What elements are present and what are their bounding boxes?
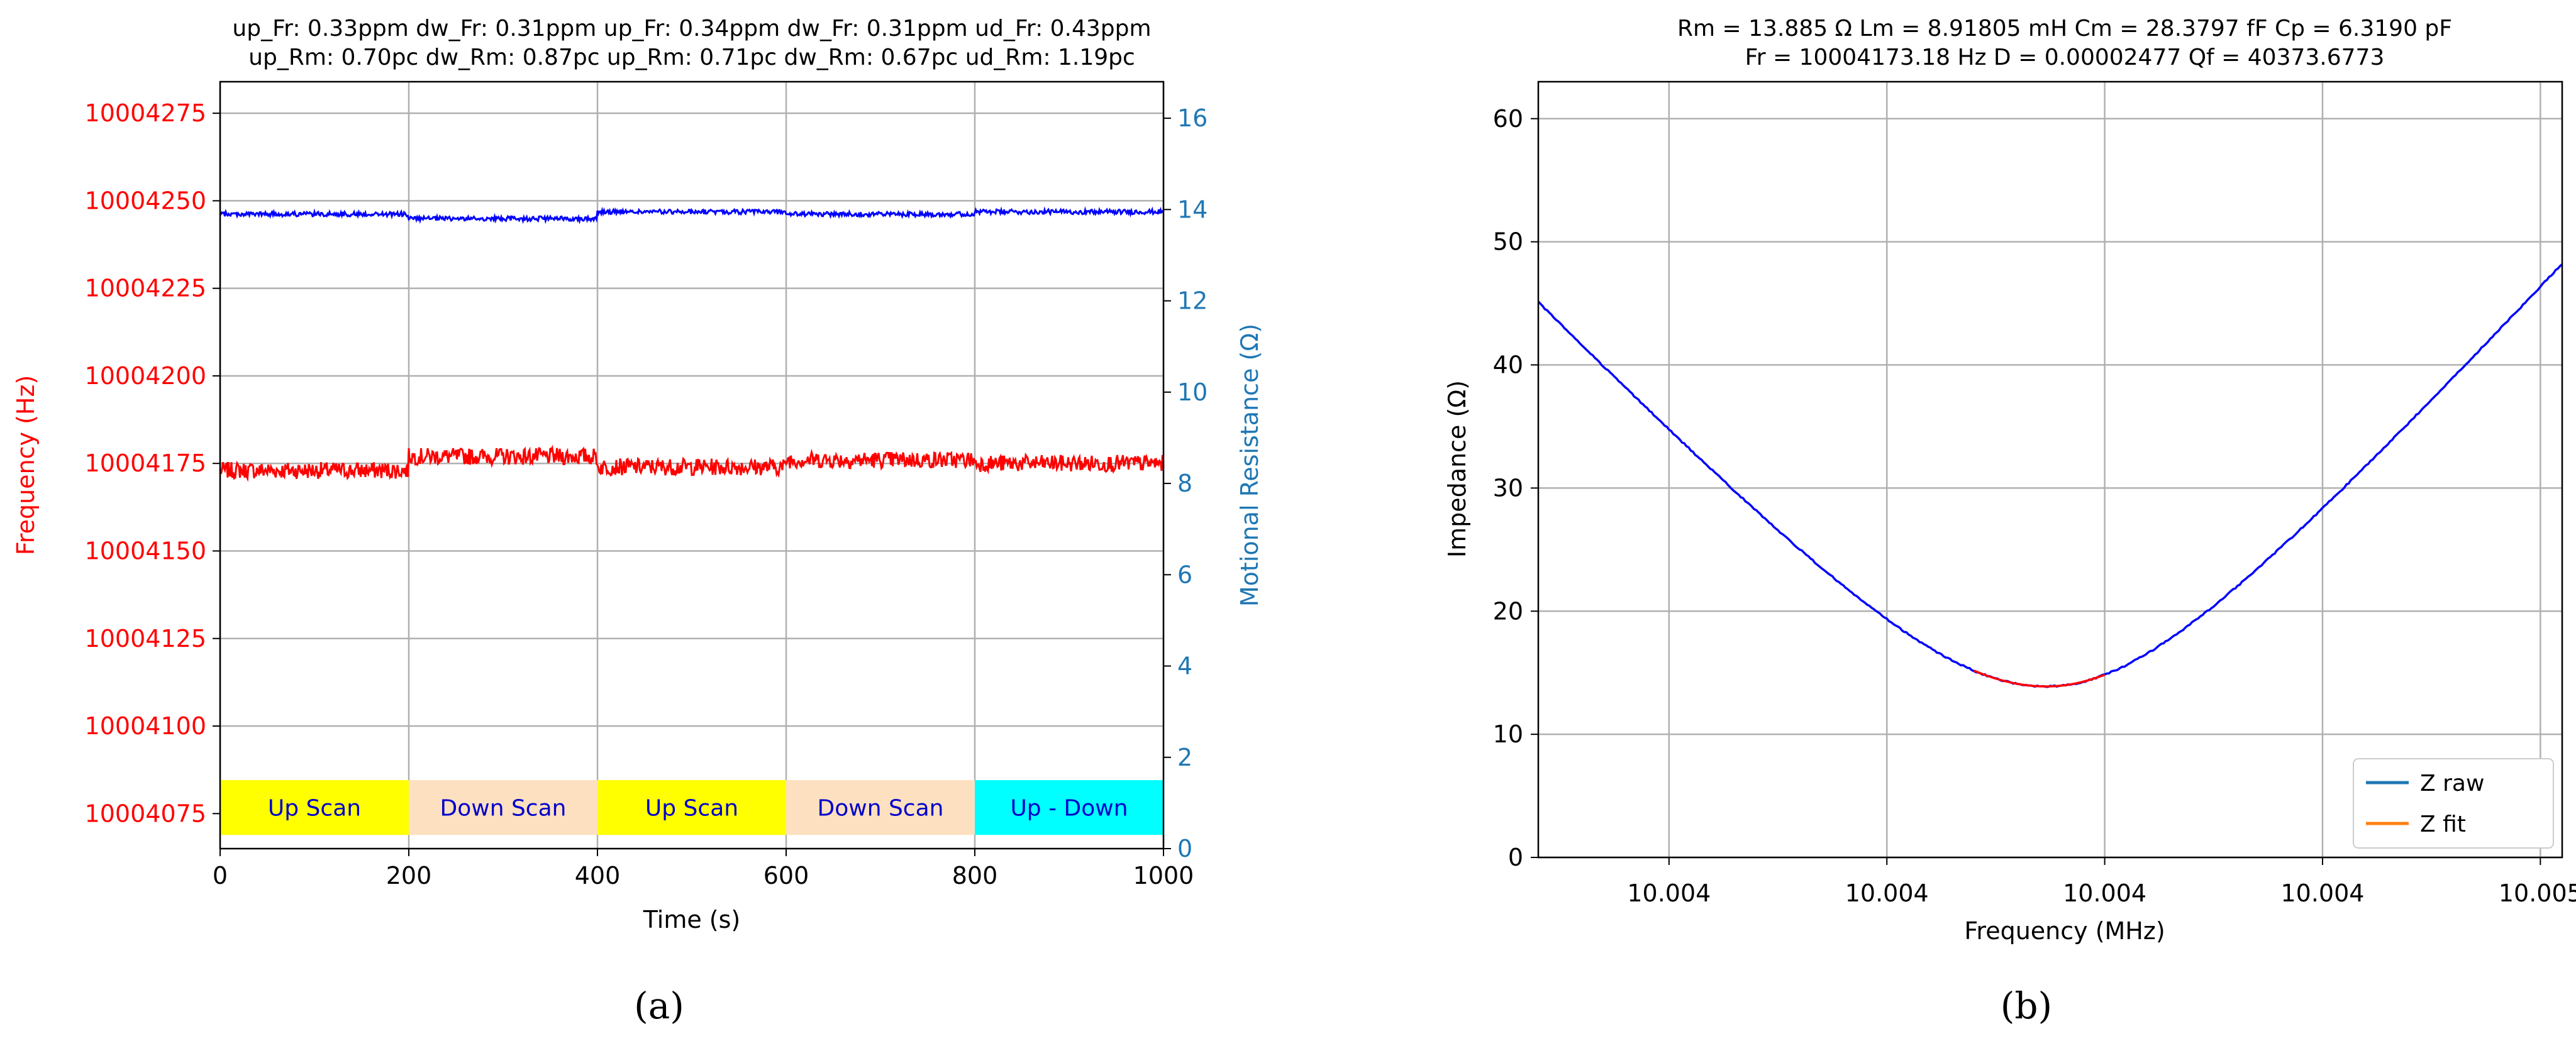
a-series-line-motional-resistance <box>219 206 1165 224</box>
a-ytick-right-label: 16 <box>1177 104 1208 132</box>
b-ytick-label: 50 <box>1493 228 1523 256</box>
a-ytick-left-label: 10004200 <box>85 362 206 390</box>
a-xticks: 0 200 400 600 800 1000 <box>213 849 1194 889</box>
b-title-line-2: Fr = 10004173.18 Hz D = 0.00002477 Qf = … <box>1745 45 2385 70</box>
a-ytick-left-label: 10004225 <box>85 275 206 302</box>
a-yticks-left: 10004075 10004100 10004125 10004150 10004175… <box>85 99 220 827</box>
a-ytick-right-label: 10 <box>1177 378 1208 406</box>
panel-a: up_Fr: 0.33ppm dw_Fr: 0.31ppm up_Fr: 0.3… <box>12 16 1263 1027</box>
b-xtick-label: 10.005 <box>2499 879 2576 907</box>
b-plot-frame <box>1537 80 2563 859</box>
b-xtick-label: 10.004 <box>1845 879 1929 907</box>
panel-b: Rm = 13.885 Ω Lm = 8.91805 mH Cm = 28.37… <box>1443 16 2576 1027</box>
a-xtick-label: 1000 <box>1133 862 1194 889</box>
a-ytick-left-label: 10004275 <box>85 99 206 127</box>
a-ytick-right-label: 8 <box>1177 470 1192 497</box>
b-ytick-label: 30 <box>1493 474 1523 502</box>
a-ytick-right-label: 12 <box>1177 287 1208 315</box>
b-xticks: 10.004 10.004 10.004 10.004 10.005 <box>1627 857 2576 907</box>
a-band-label: Up - Down <box>1010 796 1128 822</box>
b-ytick-label: 10 <box>1493 720 1523 748</box>
a-band-label: Up Scan <box>645 796 738 822</box>
b-series-line-z-fit <box>1974 669 2106 688</box>
a-ytick-right-label: 6 <box>1177 561 1192 588</box>
b-ytick-label: 0 <box>1508 844 1523 871</box>
a-xlabel: Time (s) <box>643 906 741 933</box>
b-xtick-label: 10.004 <box>2063 879 2146 907</box>
a-ytick-left-label: 10004150 <box>85 537 206 564</box>
a-ytick-left-label: 10004125 <box>85 625 206 652</box>
b-xtick-label: 10.004 <box>2280 879 2364 907</box>
a-ytick-right-label: 14 <box>1177 195 1208 223</box>
a-title-line-1: up_Fr: 0.33ppm dw_Fr: 0.31ppm up_Fr: 0.3… <box>232 16 1151 41</box>
a-band <box>409 780 597 835</box>
b-title-line-1: Rm = 13.885 Ω Lm = 8.91805 mH Cm = 28.37… <box>1677 16 2452 41</box>
a-title-line-2: up_Rm: 0.70pc dw_Rm: 0.87pc up_Rm: 0.71p… <box>248 45 1135 70</box>
b-ytick-label: 60 <box>1493 105 1523 133</box>
a-ylabel-right: Motional Resistance (Ω) <box>1236 324 1263 607</box>
a-ytick-left-label: 10004075 <box>85 800 206 827</box>
a-ytick-left-label: 10004175 <box>85 449 206 477</box>
a-xtick-label: 800 <box>952 862 998 889</box>
a-xtick-label: 200 <box>386 862 432 889</box>
b-ytick-label: 20 <box>1493 597 1523 625</box>
b-xlabel: Frequency (MHz) <box>1964 917 2165 945</box>
a-series-line-frequency <box>219 444 1165 482</box>
a-band <box>975 780 1163 835</box>
panel-label-a: (a) <box>634 984 684 1027</box>
a-band-label: Down Scan <box>440 796 567 822</box>
a-plot-frame <box>219 80 1165 850</box>
b-grid <box>1538 82 2562 859</box>
a-bands: Up Scan Down Scan Up Scan Down Scan Up - Dow… <box>220 780 1163 835</box>
a-xtick-label: 400 <box>575 862 621 889</box>
legend-label-z-raw: Z raw <box>2420 771 2484 796</box>
a-xtick-label: 0 <box>213 862 228 889</box>
b-series <box>1537 263 2563 688</box>
b-ylabel: Impedance (Ω) <box>1443 380 1471 558</box>
a-band-label: Up Scan <box>268 796 361 822</box>
a-ytick-left-label: 10004250 <box>85 187 206 214</box>
a-band <box>786 780 975 835</box>
legend-label-z-fit: Z fit <box>2420 812 2466 837</box>
a-series <box>219 206 1165 482</box>
a-band <box>220 780 409 835</box>
a-band-label: Down Scan <box>818 796 944 822</box>
a-yticks-right: 0 2 4 6 8 10 12 14 16 <box>1163 104 1208 862</box>
a-ylabel-left: Frequency (Hz) <box>12 375 40 556</box>
b-series-line-z-raw <box>1537 263 2563 688</box>
a-ytick-right-label: 0 <box>1177 835 1192 862</box>
panel-label-b: (b) <box>2001 984 2052 1027</box>
b-yticks: 0 10 20 30 40 50 60 <box>1493 105 1538 871</box>
a-band <box>597 780 786 835</box>
a-xtick-label: 600 <box>763 862 809 889</box>
legend: Z raw Z fit <box>2353 758 2554 849</box>
a-ytick-right-label: 2 <box>1177 744 1192 771</box>
b-xtick-label: 10.004 <box>1627 879 1711 907</box>
a-ytick-right-label: 4 <box>1177 652 1192 680</box>
b-ytick-label: 40 <box>1493 351 1523 379</box>
a-ytick-left-label: 10004100 <box>85 712 206 740</box>
